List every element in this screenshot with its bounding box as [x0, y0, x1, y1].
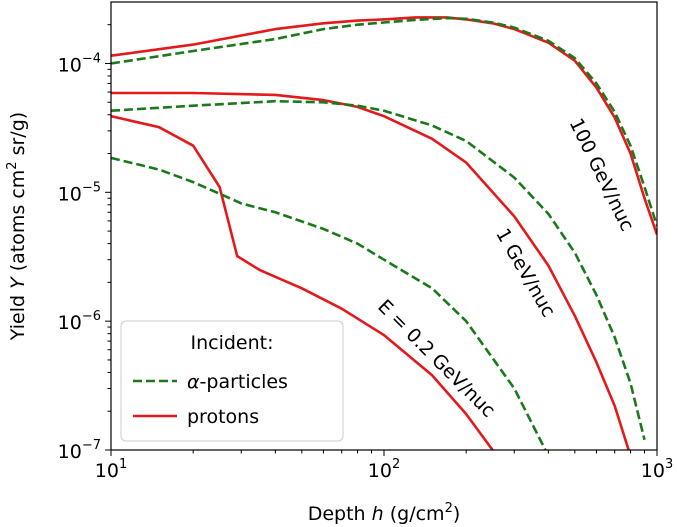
- legend-label-protons: protons: [187, 406, 259, 428]
- legend-frame: [120, 320, 344, 442]
- x-tick-label: 102: [368, 457, 400, 482]
- series-line-alpha-100: [111, 16, 657, 227]
- series-line-protons-1: [111, 91, 630, 450]
- legend-title: Incident:: [190, 332, 273, 354]
- y-tick-label: 10−6: [58, 309, 101, 334]
- legend: Incident: α-particles protons: [120, 320, 344, 442]
- ticks-layer: 101 102 103 10−7 10−6 10−5 10−4: [58, 24, 673, 482]
- y-tick-label: 10−4: [58, 51, 101, 76]
- legend-label-alpha: α-particles: [187, 371, 288, 393]
- y-tick-label: 10−5: [58, 180, 101, 205]
- series-line-protons-0-2: [111, 114, 494, 450]
- y-tick-label: 10−7: [58, 438, 101, 463]
- curves-layer: [111, 16, 657, 450]
- series-line-alpha-0-2: [111, 156, 547, 450]
- x-tick-label: 103: [641, 457, 673, 482]
- y-axis-label: Yield Y (atoms cm2 sr/g): [5, 112, 29, 341]
- x-tick-label: 101: [95, 457, 127, 482]
- x-axis-label: Depth h (g/cm2): [308, 501, 461, 525]
